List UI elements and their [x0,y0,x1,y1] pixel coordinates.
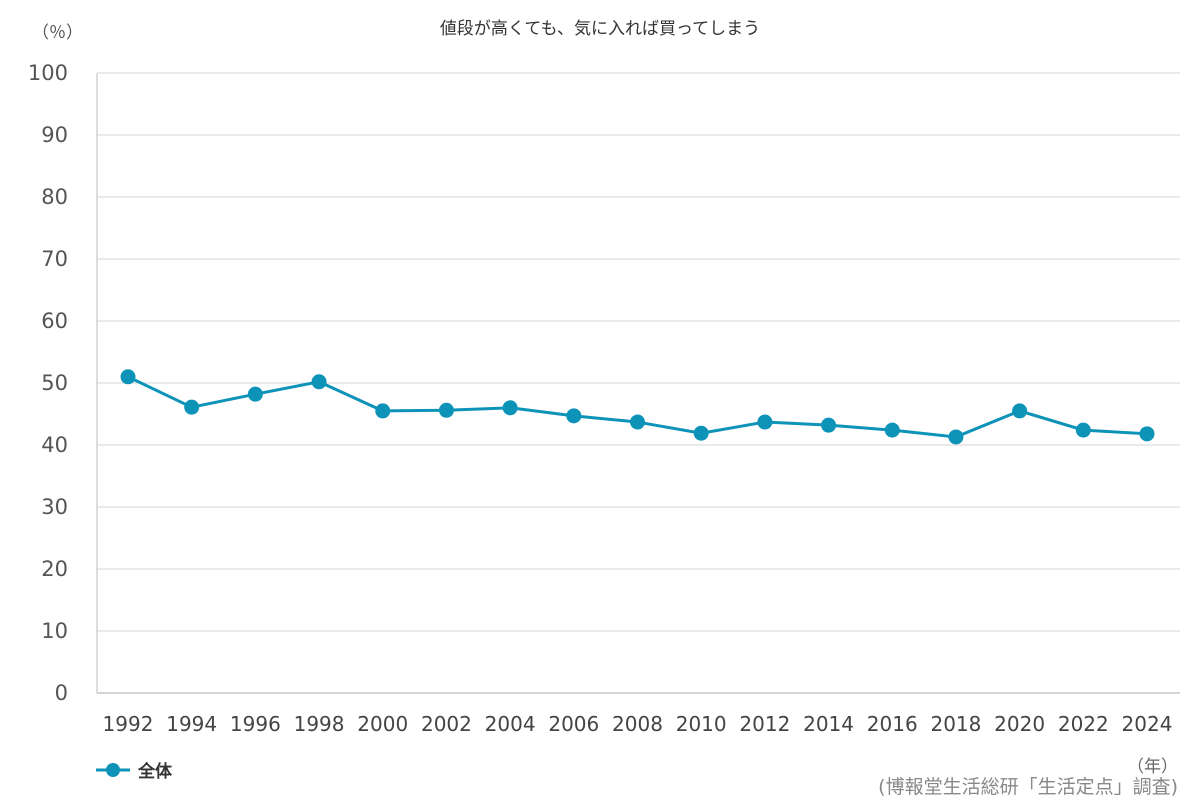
y-tick-label: 40 [41,433,68,457]
data-point [502,400,518,416]
x-tick-label: 1998 [294,712,345,736]
x-tick-label: 1992 [103,712,154,736]
x-tick-label: 2018 [930,712,981,736]
y-tick-label: 30 [41,495,68,519]
chart-title: 値段が高くても、気に入れば買ってしまう [439,19,761,39]
x-tick-label: 2016 [867,712,918,736]
x-tick-label: 2022 [1058,712,1109,736]
data-point [1075,422,1091,438]
x-tick-label: 2012 [739,712,790,736]
y-axis-unit: （％） [32,23,83,43]
data-point [438,402,454,418]
x-tick-label: 2014 [803,712,854,736]
data-point [757,414,773,430]
y-tick-label: 100 [28,61,68,85]
x-tick-label: 1994 [166,712,217,736]
x-axis-unit: （年） [1127,757,1178,777]
y-tick-label: 0 [55,681,68,705]
data-point [1012,403,1028,419]
data-point [375,403,391,419]
x-tick-label: 2004 [485,712,536,736]
data-point [693,425,709,441]
x-tick-label: 2010 [676,712,727,736]
data-point [630,414,645,430]
data-point [311,374,327,390]
data-point [948,429,964,445]
legend-label: 全体 [138,762,172,782]
y-tick-label: 20 [41,557,68,581]
data-point [247,386,263,402]
data-point [184,399,200,415]
y-tick-label: 80 [41,185,68,209]
data-point [566,408,582,424]
data-point [1139,426,1155,442]
x-tick-label: 2002 [421,712,472,736]
y-tick-label: 50 [41,371,68,395]
y-tick-label: 60 [41,309,68,333]
x-tick-label: 2000 [357,712,408,736]
x-tick-label: 2008 [612,712,663,736]
legend-marker-icon [96,762,130,777]
y-tick-label: 70 [41,247,68,271]
y-tick-label: 90 [41,123,68,147]
data-point [120,369,136,385]
source-note: (博報堂生活総研「生活定点」調査) [878,776,1178,798]
y-tick-label: 10 [41,619,68,643]
x-tick-label: 1996 [230,712,281,736]
x-tick-label: 2020 [994,712,1045,736]
x-tick-label: 2024 [1122,712,1173,736]
data-point [884,422,900,438]
legend: 全体 [96,757,172,782]
data-point [821,417,837,433]
x-tick-label: 2006 [548,712,599,736]
